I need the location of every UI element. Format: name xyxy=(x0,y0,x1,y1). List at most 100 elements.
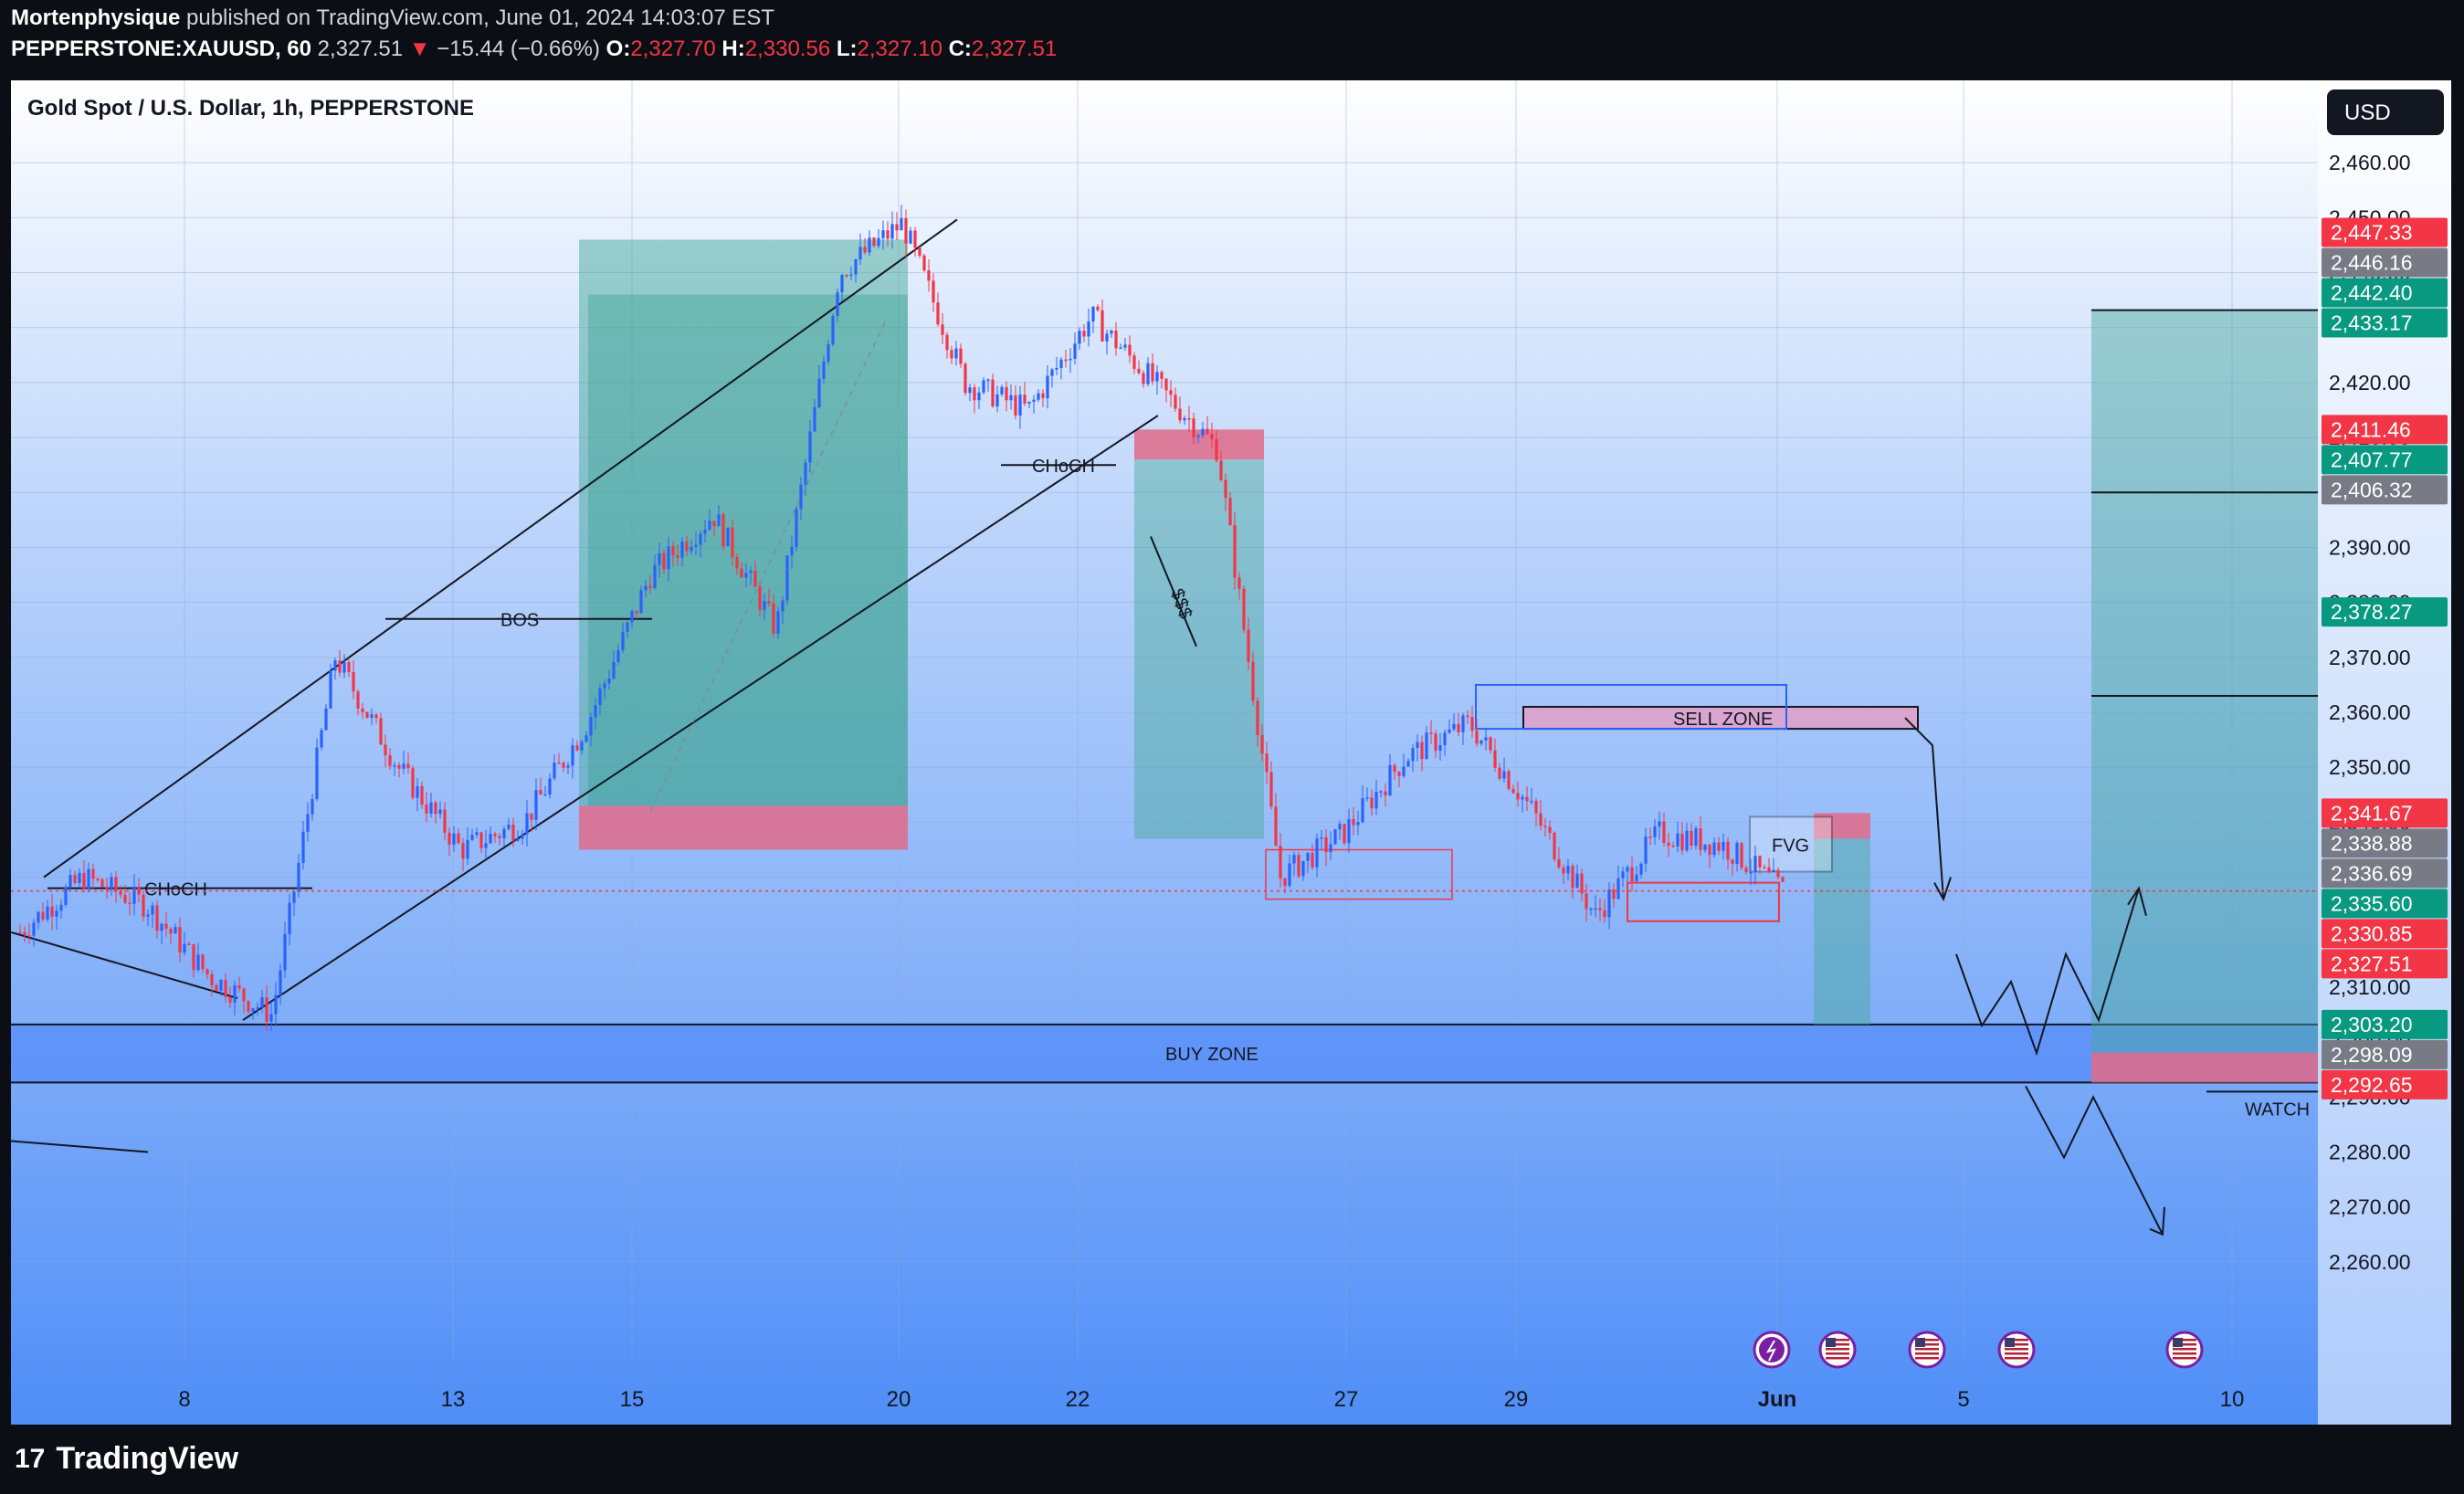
candle-body xyxy=(1082,331,1086,337)
candle-body xyxy=(662,552,666,570)
us-flag-icon xyxy=(2165,1331,2204,1369)
candle-body xyxy=(228,996,232,1003)
candle-body xyxy=(1406,761,1410,767)
candle-body xyxy=(1361,798,1364,823)
candle-body xyxy=(329,670,332,709)
candle-body xyxy=(680,542,684,558)
candle-body xyxy=(1128,344,1132,356)
candle-body xyxy=(1055,367,1058,370)
flag-stripe xyxy=(1915,1343,1939,1346)
range-box xyxy=(1265,848,1453,900)
price-label-text: 2,407.77 xyxy=(2331,447,2413,471)
candle-body xyxy=(1096,306,1100,310)
candle-body xyxy=(895,224,899,231)
candle-body xyxy=(1429,732,1433,734)
candle-body xyxy=(1201,428,1205,436)
candle-body xyxy=(146,914,150,917)
time-axis[interactable]: 8 13 15 20 22 27 29 Jun 5 10 xyxy=(178,1387,2244,1412)
price-axis[interactable]: 2,460.002,450.002,440.002,430.002,420.00… xyxy=(2322,151,2448,1274)
candle-body xyxy=(269,1014,273,1022)
arrowhead-short xyxy=(1933,877,1952,902)
price-label-badge xyxy=(2322,217,2448,247)
candle-body xyxy=(1324,836,1328,853)
price-label-text: 2,442.40 xyxy=(2331,280,2413,304)
price-label-text: 2,406.32 xyxy=(2331,478,2413,501)
fvg-short-stop xyxy=(1814,813,1870,839)
candle-body xyxy=(1384,791,1387,795)
price-label-text: 2,338.88 xyxy=(2331,831,2413,855)
candle-body xyxy=(215,984,218,991)
candle-body xyxy=(1607,889,1611,918)
currency-label[interactable]: USD xyxy=(2344,100,2391,125)
old-trend-line xyxy=(10,1140,149,1153)
candle-body xyxy=(178,927,182,953)
candle-body xyxy=(854,259,858,275)
candle-body xyxy=(1192,418,1195,437)
candle-body xyxy=(721,514,725,547)
candle-body xyxy=(393,764,396,767)
candle-body xyxy=(571,745,574,766)
tradingview-logo[interactable]: 17 TradingView xyxy=(15,1441,238,1477)
candle-body xyxy=(1379,791,1383,793)
candle-body xyxy=(785,555,789,601)
candle-body xyxy=(1521,796,1524,800)
price-label-badge xyxy=(2322,919,2448,949)
candle-body xyxy=(607,678,611,684)
candle-body xyxy=(251,1008,255,1012)
author-name[interactable]: Mortenphysique xyxy=(11,5,181,30)
candle-body xyxy=(1479,740,1483,744)
candle-body xyxy=(420,785,424,805)
candle-body xyxy=(1169,390,1173,395)
candle-body xyxy=(603,683,606,689)
candle-body xyxy=(1525,796,1529,802)
symbol-name[interactable]: PEPPERSTONE:XAUUSD, 60 xyxy=(11,37,311,61)
currency-button[interactable]: USD xyxy=(2327,89,2444,135)
candle-body xyxy=(105,887,109,890)
candle-body xyxy=(1553,832,1556,859)
short-position-target xyxy=(1134,459,1264,839)
candle-body xyxy=(836,291,839,316)
candle-body xyxy=(703,529,707,534)
candle-body xyxy=(1703,844,1707,850)
candle-body xyxy=(1064,359,1068,362)
candle-body xyxy=(1151,363,1154,382)
candle-body xyxy=(676,555,679,558)
candle-body xyxy=(699,533,702,545)
candle-body xyxy=(1438,744,1442,752)
flag-canton xyxy=(1826,1338,1836,1347)
candle-body xyxy=(644,585,648,591)
projected-long-stop xyxy=(2091,1052,2318,1083)
candle-body xyxy=(890,224,894,239)
price-label-text: 2,303.20 xyxy=(2331,1013,2413,1036)
candle-body xyxy=(237,984,241,989)
price-label-text: 2,411.46 xyxy=(2331,417,2411,441)
bos-label: BOS xyxy=(500,611,539,631)
candle-body xyxy=(849,274,853,277)
candle-body xyxy=(1493,750,1497,768)
candle-body xyxy=(977,392,981,401)
candle-body xyxy=(1530,801,1533,803)
price-label-badge xyxy=(2322,475,2448,505)
candle-body xyxy=(1105,333,1109,342)
candle-body xyxy=(658,552,661,565)
candle-body xyxy=(1502,771,1506,779)
projection-path-short xyxy=(1904,717,1944,900)
high-label: H: xyxy=(721,37,745,61)
candle-body xyxy=(1014,395,1017,416)
fvg-box xyxy=(1749,815,1833,873)
candle-body xyxy=(256,1007,259,1009)
candle-body xyxy=(639,590,643,614)
candle-body xyxy=(831,315,835,345)
flag-stripe xyxy=(1915,1339,1939,1341)
x-tick-label: 5 xyxy=(1957,1387,1969,1412)
candle-body xyxy=(1370,797,1374,809)
candle-body xyxy=(1347,818,1351,844)
candle-body xyxy=(443,809,447,833)
flag-stripe xyxy=(2173,1357,2196,1360)
price-label-badge xyxy=(2322,278,2448,308)
candle-body xyxy=(968,387,972,394)
chart-area[interactable]: CHoCH BOS CHoCH SELL ZONE FVG BUY ZONE WATCH $$… xyxy=(10,80,2451,1425)
candle-body xyxy=(1023,395,1027,404)
projection-path-down xyxy=(2025,1085,2164,1236)
